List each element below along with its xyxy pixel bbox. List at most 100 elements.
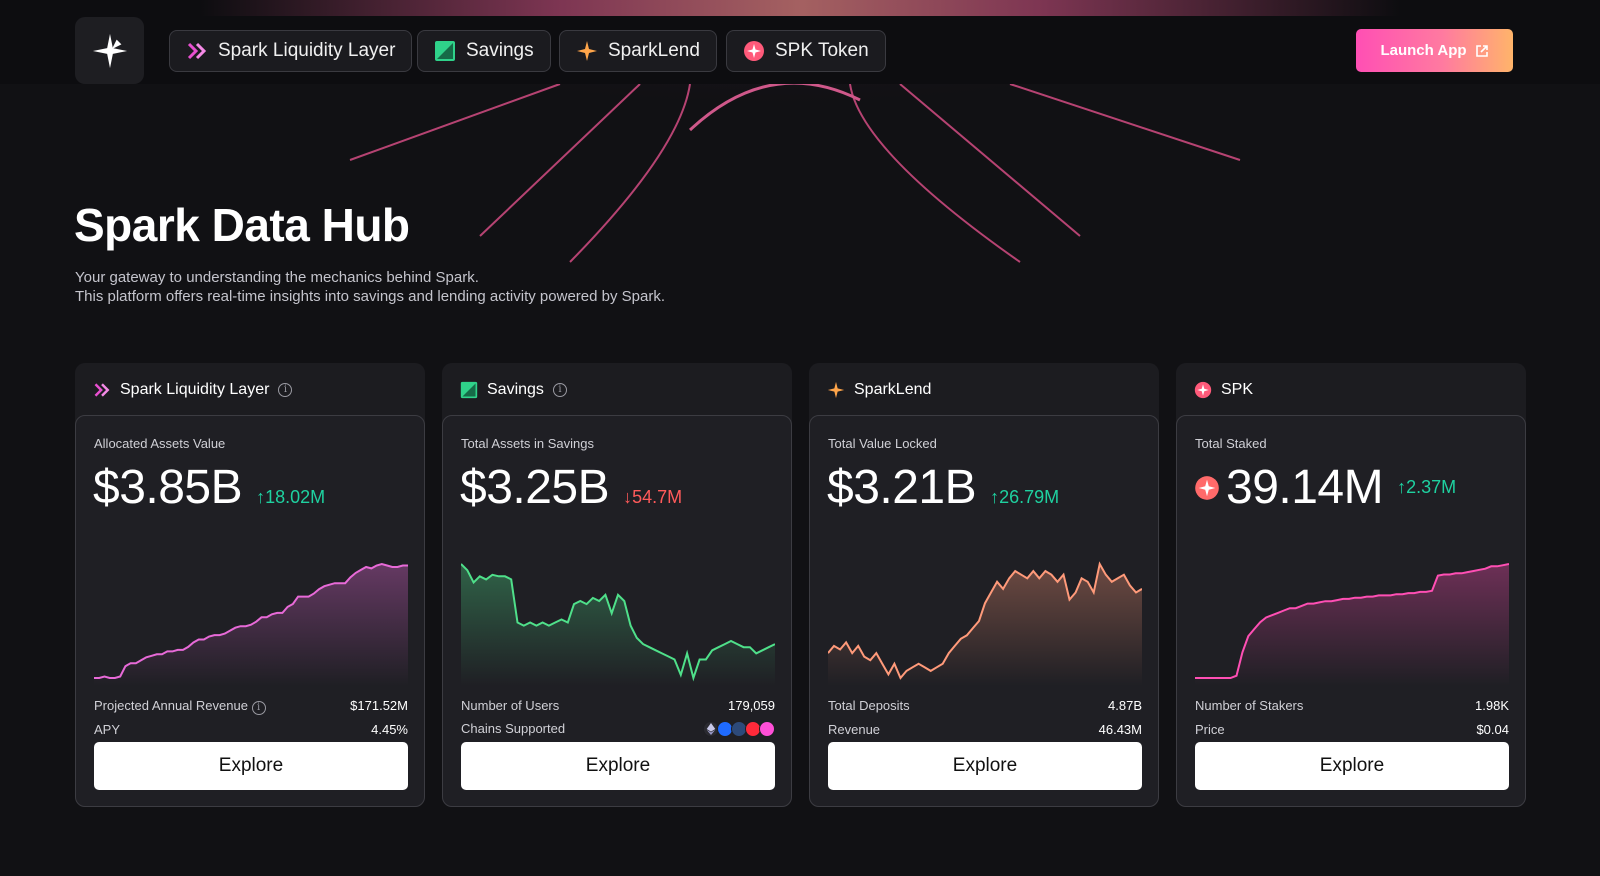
card-spark-liquidity-layer: Spark Liquidity Layer i Allocated Assets… <box>75 363 425 807</box>
nav-spark-liquidity-layer[interactable]: Spark Liquidity Layer <box>169 30 413 72</box>
metric-label: Total Staked <box>1195 436 1267 451</box>
stat-value: 46.43M <box>1098 722 1142 737</box>
metric-label: Allocated Assets Value <box>94 436 226 451</box>
top-navigation-bar: Spark Liquidity Layer Savings SparkLend … <box>0 0 1600 84</box>
subtitle-line-1: Your gateway to understanding the mechan… <box>75 269 479 286</box>
sparkline-line <box>461 563 775 682</box>
launch-app-label: Launch App <box>1380 42 1467 59</box>
card-header: SparkLend <box>809 363 1159 416</box>
stat-label: Price <box>1195 722 1225 737</box>
stat-row: Number of Stakers 1.98K <box>1195 698 1509 713</box>
explore-button[interactable]: Explore <box>1195 742 1509 790</box>
card-title: Savings <box>487 380 544 398</box>
double-chevron-icon <box>187 42 207 60</box>
delta-value: 18.02M <box>265 487 326 507</box>
card-title: SPK <box>1221 380 1254 398</box>
stat-row: Projected Annual Revenue i $171.52M <box>94 698 408 715</box>
stat-row: Total Deposits 4.87B <box>828 698 1142 713</box>
stat-value: $171.52M <box>350 698 408 713</box>
card-sparklend: SparkLend Total Value Locked $3.21B ↑26.… <box>809 363 1159 807</box>
metric-value: $3.25B <box>460 461 610 514</box>
stat-row: Revenue 46.43M <box>828 722 1142 737</box>
info-icon[interactable]: i <box>251 700 266 715</box>
card-header: Savings i <box>442 363 792 416</box>
delta-value: 2.37M <box>1406 477 1457 497</box>
spark-logo[interactable] <box>75 17 144 84</box>
nav-label: SPK Token <box>775 40 869 61</box>
sparklend-star-icon <box>827 381 845 398</box>
metric-delta: ↑18.02M <box>256 487 325 508</box>
explore-button[interactable]: Explore <box>94 742 408 790</box>
stat-label-text: Projected Annual Revenue <box>94 698 248 713</box>
launch-app-button[interactable]: Launch App <box>1356 29 1513 72</box>
metric-row: $3.85B ↑18.02M <box>93 460 325 515</box>
arrow-up-icon: ↑ <box>1397 477 1407 497</box>
stat-value: 179,059 <box>728 698 775 713</box>
sparkline-area <box>461 564 775 686</box>
card-body: Total Value Locked $3.21B ↑26.79M Total … <box>809 415 1159 807</box>
metric-row: $3.25B ↓54.7M <box>460 460 682 515</box>
info-icon[interactable]: i <box>552 382 567 397</box>
savings-icon <box>460 381 478 398</box>
sparkline-line <box>1195 563 1509 679</box>
sparklend-star-icon <box>577 41 597 61</box>
stat-label: Projected Annual Revenue i <box>94 698 266 715</box>
metric-delta: ↑2.37M <box>1397 477 1456 498</box>
chain-icons <box>703 721 775 737</box>
spk-token-icon <box>1194 381 1212 398</box>
spk-token-icon <box>744 41 764 61</box>
delta-value: 54.7M <box>632 487 683 507</box>
sparkline-chart <box>94 562 408 686</box>
external-link-icon <box>1475 44 1488 57</box>
stat-label: Chains Supported <box>461 721 566 736</box>
sparkline-chart <box>461 563 775 686</box>
arrow-up-icon: ↑ <box>990 487 1000 507</box>
spk-token-icon <box>1195 475 1219 500</box>
card-title: Spark Liquidity Layer <box>120 380 270 398</box>
stat-label: Total Deposits <box>828 698 910 713</box>
arrow-down-icon: ↓ <box>623 487 633 507</box>
stat-row: Number of Users 179,059 <box>461 698 775 713</box>
stat-label: APY <box>94 722 121 737</box>
nav-spk-token[interactable]: SPK Token <box>726 30 886 72</box>
nav-label: Savings <box>466 40 534 61</box>
sparkline-line <box>828 561 1142 680</box>
card-title: SparkLend <box>854 380 932 398</box>
stat-row: APY 4.45% <box>94 722 408 737</box>
metric-delta: ↓54.7M <box>623 487 682 508</box>
card-body: Total Assets in Savings $3.25B ↓54.7M Nu… <box>442 415 792 807</box>
metric-label: Total Assets in Savings <box>461 436 594 451</box>
nav-label: SparkLend <box>608 40 700 61</box>
nav-label: Spark Liquidity Layer <box>218 40 396 61</box>
sparkline-area <box>1195 564 1509 686</box>
sparkline-chart <box>828 561 1142 686</box>
topbar-glow-strip <box>200 0 1400 16</box>
stat-value: 4.45% <box>371 722 408 737</box>
explore-button[interactable]: Explore <box>461 742 775 790</box>
subtitle-line-2: This platform offers real-time insights … <box>75 288 666 305</box>
info-icon[interactable]: i <box>278 382 293 397</box>
ethereum-icon <box>703 721 719 737</box>
card-body: Allocated Assets Value $3.85B ↑18.02M Pr… <box>75 415 425 807</box>
stat-label: Number of Stakers <box>1195 698 1304 713</box>
stat-value: 1.98K <box>1475 698 1509 713</box>
sparkline-line <box>94 562 408 679</box>
metric-row: 39.14M ↑2.37M <box>1194 460 1456 515</box>
card-header: SPK <box>1176 363 1526 416</box>
delta-value: 26.79M <box>999 487 1060 507</box>
nav-savings[interactable]: Savings <box>417 30 551 72</box>
nav-sparklend[interactable]: SparkLend <box>559 30 717 72</box>
arrow-up-icon: ↑ <box>256 487 266 507</box>
stat-label: Number of Users <box>461 698 560 713</box>
metric-label: Total Value Locked <box>828 436 937 451</box>
page-title: Spark Data Hub <box>74 199 410 251</box>
stat-label: Revenue <box>828 722 881 737</box>
page-subtitle: Your gateway to understanding the mechan… <box>75 268 665 306</box>
savings-icon <box>435 41 455 61</box>
stat-row: Chains Supported <box>461 721 775 737</box>
card-header: Spark Liquidity Layer i <box>75 363 425 416</box>
explore-button[interactable]: Explore <box>828 742 1142 790</box>
metric-value: 39.14M <box>1226 461 1384 514</box>
sparkline-chart <box>1195 563 1509 686</box>
card-body: Total Staked 39.14M ↑2.37M Number of Sta… <box>1176 415 1526 807</box>
